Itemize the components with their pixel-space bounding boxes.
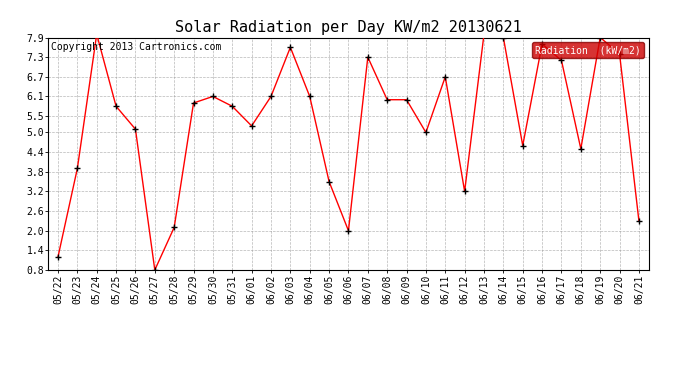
Legend: Radiation  (kW/m2): Radiation (kW/m2) xyxy=(532,42,644,58)
Text: Copyright 2013 Cartronics.com: Copyright 2013 Cartronics.com xyxy=(51,42,221,52)
Title: Solar Radiation per Day KW/m2 20130621: Solar Radiation per Day KW/m2 20130621 xyxy=(175,20,522,35)
